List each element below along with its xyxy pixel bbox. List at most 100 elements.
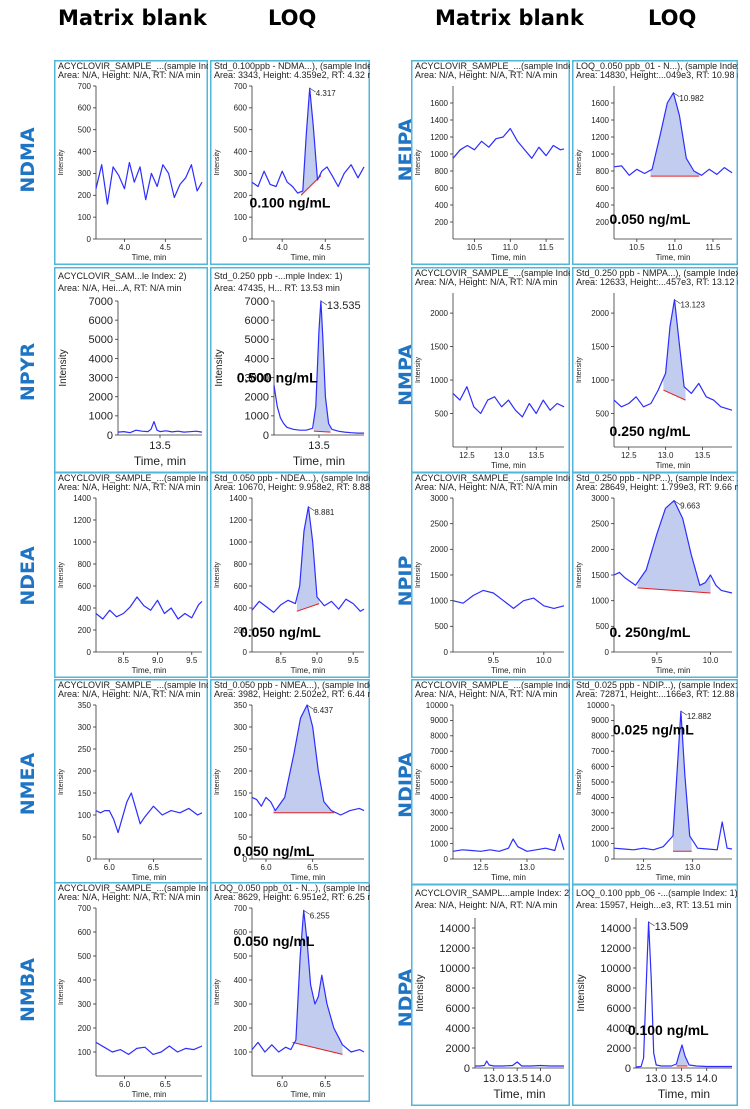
y-tick-label: 1200 [73,516,91,525]
y-tick-label: 350 [78,701,92,710]
y-tick-label: 0 [605,855,610,864]
y-tick-label: 600 [435,184,449,193]
panel-frame [54,267,208,473]
y-tick-label: 0 [107,430,113,442]
x-tick-label: 13.5 [671,1073,692,1085]
x-tick-label: 9.5 [348,656,360,665]
x-tick-label: 8.5 [275,656,287,665]
row-label-text: NDMA [17,127,39,193]
integrated-peak-area [296,506,320,612]
y-tick-label: 1500 [591,342,609,351]
loq-annotation: 0.050 ng/mL [234,933,315,949]
y-tick-label: 10000 [587,701,610,710]
peak-info: Area: N/A, Height: N/A, RT: N/A min [58,689,200,699]
y-tick-label: 200 [234,767,248,776]
chromatogram-trace [475,1060,564,1067]
chromatogram-trace [251,506,365,613]
y-tick-label: 4000 [607,1023,631,1035]
peak-info: Area: N/A, Height: N/A, RT: N/A min [415,70,557,80]
x-tick-label: 9.5 [651,656,663,665]
y-tick-label: 800 [234,560,248,569]
peak-info: Area: N/A, Height: N/A, RT: N/A min [58,70,200,80]
y-tick-label: 6000 [446,1003,470,1015]
x-tick-label: 14.0 [696,1073,717,1085]
y-tick-label: 1400 [229,494,247,503]
x-axis-label: Time, min [291,873,326,882]
y-tick-label: 1000 [591,839,609,848]
loq-annotation: 0.100 ng/mL [250,195,331,211]
y-tick-label: 0 [243,235,248,244]
retention-time-label: 12.882 [687,712,712,721]
x-axis-label: Time, min [132,253,167,262]
row-label-text: NPYR [17,342,39,402]
x-axis-label: Time, min [493,1087,545,1101]
x-tick-label: 13.5 [506,1073,527,1085]
x-axis-label: Time, min [132,873,167,882]
y-tick-label: 200 [435,218,449,227]
ndma-loq-chromatogram: Std_0.100ppb - NDMA...), (sample Index: … [210,60,370,265]
sample-header: ACYCLOVIR_SAMPLE_...(sample Index: 2) [58,61,208,71]
peak-info: Area: 14830, Height:...049e3, RT: 10.98 … [576,70,738,80]
y-tick-label: 1000 [245,411,269,423]
chromatogram-trace [95,792,203,834]
y-tick-label: 1500 [430,342,448,351]
retention-time-label: 6.437 [313,706,334,715]
integrated-peak-area [650,92,700,177]
column-header: Matrix blank [58,6,207,30]
y-tick-label: 100 [78,213,92,222]
rt-leader [648,921,655,927]
peak-info: Area: 47435, H... RT: 13.53 min [214,283,340,293]
peak-info: Area: N/A, Hei...A, RT: N/A min [58,283,181,293]
panel-frame [210,472,370,678]
y-axis-label: Intensity [415,974,426,1011]
x-axis-label: Time, min [491,253,526,262]
y-tick-label: 600 [596,184,610,193]
y-tick-label: 0 [243,648,248,657]
panel-frame [210,60,370,265]
loq-annotation: 0.250 ng/mL [610,423,691,439]
y-tick-label: 600 [234,928,248,937]
y-tick-label: 400 [78,604,92,613]
npip-loq-chromatogram: Std_0.250 ppb - NPP...), (sample Index: … [572,472,738,678]
y-tick-label: 200 [234,1024,248,1033]
nmba-blank-chromatogram: ACYCLOVIR_SAMPLE_...(sample Index: 2)Are… [54,882,208,1102]
retention-time-label: 13.535 [327,300,361,312]
x-tick-label: 4.0 [119,243,131,252]
y-axis-label: Intensity [415,356,422,383]
y-tick-label: 200 [78,767,92,776]
npip-blank-chromatogram: ACYCLOVIR_SAMPLE_...(sample Index: 2)Are… [411,472,570,678]
y-tick-label: 500 [596,409,610,418]
ndea-blank-chromatogram: ACYCLOVIR_SAMPLE_...(sample Index: 2)Are… [54,472,208,678]
chromatogram-trace [251,704,365,816]
peak-info: Area: N/A, Height: N/A, RT: N/A min [58,892,200,902]
y-axis-label: Intensity [58,978,65,1005]
y-tick-label: 2000 [607,1043,631,1055]
x-tick-label: 13.5 [149,440,170,452]
y-tick-label: 400 [78,147,92,156]
y-tick-label: 700 [78,904,92,913]
y-tick-label: 8000 [446,983,470,995]
y-tick-label: 1200 [229,516,247,525]
x-tick-label: 6.0 [277,1080,289,1089]
y-tick-label: 350 [234,701,248,710]
neipa-blank-chromatogram: ACYCLOVIR_SAMPLE_...(sample Index: 2)Are… [411,60,570,265]
rt-leader [673,500,681,505]
sample-header: ACYCLOVIR_SAM...le Index: 2) [58,271,187,281]
rt-leader [308,506,315,512]
sample-header: ACYCLOVIR_SAMPLE_...(sample Index: 2) [415,473,570,483]
loq-annotation: 0.025 ng/mL [613,722,694,738]
rt-leader [320,300,328,306]
y-tick-label: 1000 [229,538,247,547]
panel-frame [572,679,738,885]
panel-frame [54,882,208,1102]
panel-frame [572,267,738,473]
x-tick-label: 11.0 [667,243,683,252]
row-label: NPYR [8,342,48,402]
y-tick-label: 9000 [591,716,609,725]
column-header: Matrix blank [435,6,584,30]
chromatogram-trace [452,833,565,852]
y-tick-label: 200 [596,218,610,227]
x-tick-label: 10.5 [467,243,483,252]
loq-annotation: 0.050 ng/mL [234,843,315,859]
y-tick-label: 200 [78,191,92,200]
